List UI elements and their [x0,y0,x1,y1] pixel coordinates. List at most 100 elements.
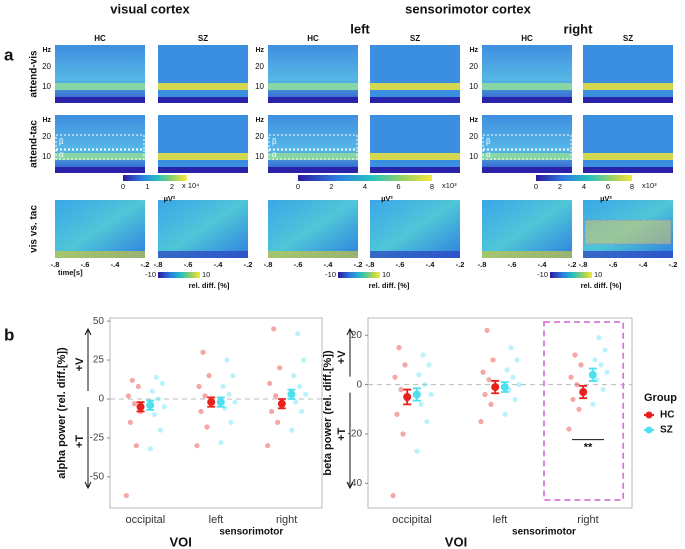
colorbar [536,175,632,181]
colorbar-label: rel. diff. [%] [581,281,622,290]
diff-colorbar [158,272,200,278]
data-point [135,383,141,390]
colorbar [298,175,432,181]
data-point [149,388,155,394]
low-strip [55,97,145,103]
data-point [129,377,135,383]
data-point [289,427,295,433]
data-point [151,411,157,418]
y-tick-label: 20 [351,330,363,341]
time-tick-label: -.6 [184,260,193,269]
colorbar-tick-label: 2 [558,182,562,191]
freq-unit: Hz [255,47,264,54]
mean-marker [579,388,588,397]
column-title: sensorimotor cortex [405,1,531,16]
colorbar-label: rel. diff. [%] [369,281,410,290]
plot-frame [109,317,323,509]
mean-marker [146,401,155,410]
time-tick-label: -.4 [214,260,224,269]
freq-tick-label: 20 [255,132,264,141]
data-point [218,439,224,446]
panel-label: a [4,45,14,64]
freq-tick-label: 10 [469,152,478,161]
colorbar-tick-label: 4 [363,182,367,191]
band-label: β [272,137,277,146]
group-label: SZ [410,34,420,43]
colorbar-unit: µV² [164,194,176,203]
low-strip [482,251,572,258]
freq-tick-label: 20 [469,132,478,141]
freq-tick-label: 10 [255,152,264,161]
data-point [299,408,305,415]
freq-unit: Hz [469,117,478,124]
direction-label: +T [74,435,86,448]
time-tick-label: -.2 [568,260,577,269]
colorbar-unit: µV² [381,194,393,203]
spectrogram [268,45,358,103]
mean-marker [403,392,412,401]
data-point [301,357,307,363]
highlight [584,219,672,245]
freq-unit: Hz [42,47,51,54]
colorbar-tick-label: 10 [202,270,210,279]
data-point [516,382,522,388]
time-label: time[s] [58,268,83,277]
low-strip [482,97,572,103]
alpha-band [482,153,572,160]
x-tick-label: occipital [125,514,165,526]
data-point [508,345,514,351]
colorbar-exponent: x10³ [442,181,457,190]
freq-unit: Hz [42,117,51,124]
column-title: left [350,21,370,36]
data-point [157,427,163,433]
significance: ** [584,442,593,454]
data-point [576,406,582,412]
x-tick-label: left [493,514,508,526]
difference-map [482,200,572,258]
column-title: right [564,21,594,36]
plot-frame [367,317,633,509]
colorbar-tick-label: 6 [396,182,400,191]
data-point [570,396,576,403]
time-tick-label: -.6 [396,260,405,269]
data-point [275,419,281,425]
spectrogram [583,115,673,173]
band-label: α [272,150,277,159]
time-tick-label: -.4 [111,260,121,269]
freq-tick-label: 10 [42,82,51,91]
colorbar-tick-label: 1 [145,182,149,191]
arrow [84,327,92,391]
data-point [418,401,424,407]
x-axis-label: VOI [445,534,467,549]
spectrogram [55,45,145,103]
colorbar-exponent: x 10⁴ [182,181,199,190]
data-point [224,357,230,363]
data-point [502,411,508,417]
diff-colorbar [338,272,380,278]
data-point [514,357,520,363]
colorbar-tick-label: 10 [594,270,602,279]
mean-marker [136,402,145,411]
data-point [125,393,131,399]
row-label: attend-tac [29,120,40,168]
x-tick-label: occipital [392,514,432,526]
alpha-band [583,83,673,90]
beta-box [482,134,572,150]
alpha-box [482,149,572,160]
mean-marker [207,398,216,407]
low-strip [268,97,358,103]
diff-colorbar [550,272,592,278]
x-tick-label: right [276,514,297,526]
data-point [568,374,574,380]
freq-tick-label: 20 [255,62,264,71]
freq-unit: Hz [255,117,264,124]
low-strip [583,167,673,173]
low-strip [55,167,145,173]
data-point [133,443,139,449]
row-label: attend-vis [29,50,40,98]
data-point [153,374,159,380]
data-point [592,357,598,363]
time-tick-label: -.2 [354,260,363,269]
time-tick-label: -.4 [426,260,436,269]
group-label: HC [521,34,533,43]
